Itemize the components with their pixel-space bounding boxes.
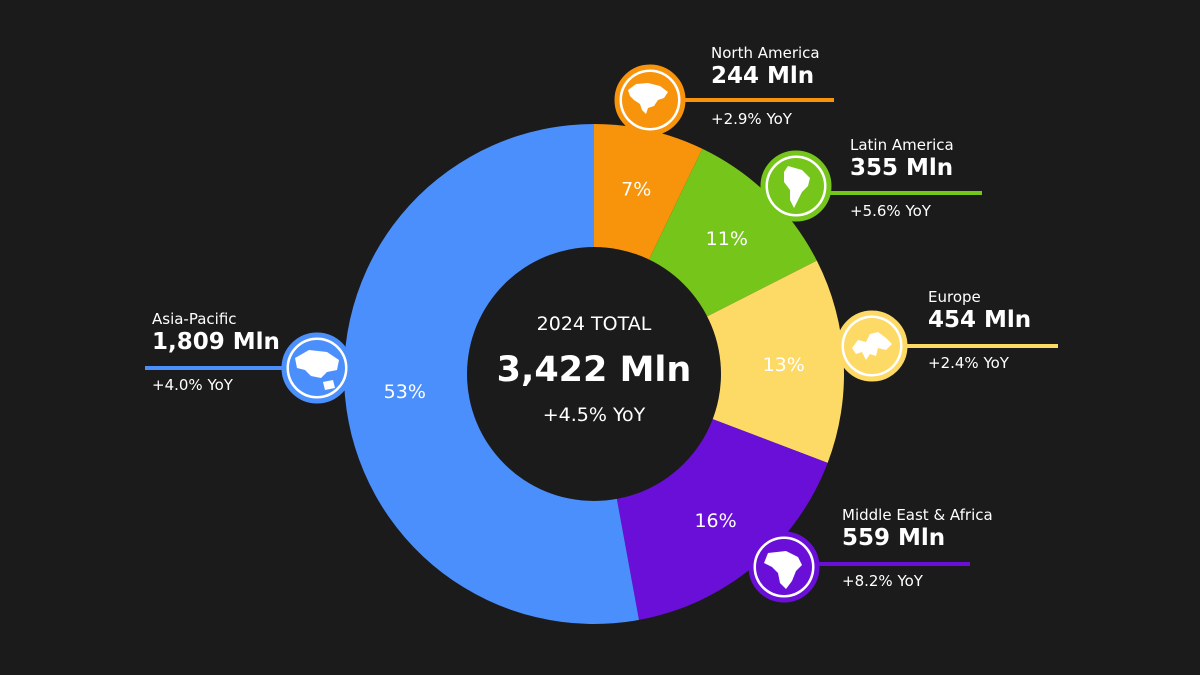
center-yoy: +4.5% YoY <box>543 404 646 426</box>
percent-labels-group: 7% 11% 13% 16% 53% <box>384 179 805 532</box>
north-america-icon <box>614 64 686 136</box>
icon-shape-asia-pacific <box>295 350 339 390</box>
center-total-value: 3,422 Mln <box>497 350 692 390</box>
region-value-asia-pacific: 1,809 Mln <box>152 329 280 355</box>
south-america-icon <box>760 150 832 222</box>
donut-hole <box>467 247 721 501</box>
region-yoy-europe: +2.4% YoY <box>928 354 1010 372</box>
region-name-latin-america: Latin America <box>850 136 954 154</box>
region-name-north-america: North America <box>711 44 820 62</box>
percent-label-north-america: 7% <box>621 179 651 201</box>
europe-icon <box>836 310 908 382</box>
africa-icon <box>748 531 820 603</box>
percent-label-middle-east-africa: 16% <box>694 510 736 532</box>
asia-pacific-icon <box>281 332 353 404</box>
icon-shape-latin-america <box>784 166 810 208</box>
region-value-north-america: 244 Mln <box>711 63 814 89</box>
region-yoy-latin-america: +5.6% YoY <box>850 202 932 220</box>
region-value-middle-east-africa: 559 Mln <box>842 525 945 551</box>
percent-label-europe: 13% <box>763 354 805 376</box>
percent-label-latin-america: 11% <box>706 228 748 250</box>
region-name-europe: Europe <box>928 288 981 306</box>
icon-shape-europe <box>852 332 892 360</box>
icon-shape-middle-east-africa <box>764 551 802 589</box>
region-value-latin-america: 355 Mln <box>850 155 953 181</box>
center-title: 2024 TOTAL <box>537 313 652 335</box>
percent-label-asia-pacific: 53% <box>384 381 426 403</box>
region-name-asia-pacific: Asia-Pacific <box>152 310 237 328</box>
region-value-europe: 454 Mln <box>928 307 1031 333</box>
region-yoy-north-america: +2.9% YoY <box>711 110 793 128</box>
region-name-middle-east-africa: Middle East & Africa <box>842 506 993 524</box>
region-yoy-asia-pacific: +4.0% YoY <box>152 376 234 394</box>
icon-shape-north-america <box>628 83 668 114</box>
region-yoy-middle-east-africa: +8.2% YoY <box>842 572 924 590</box>
